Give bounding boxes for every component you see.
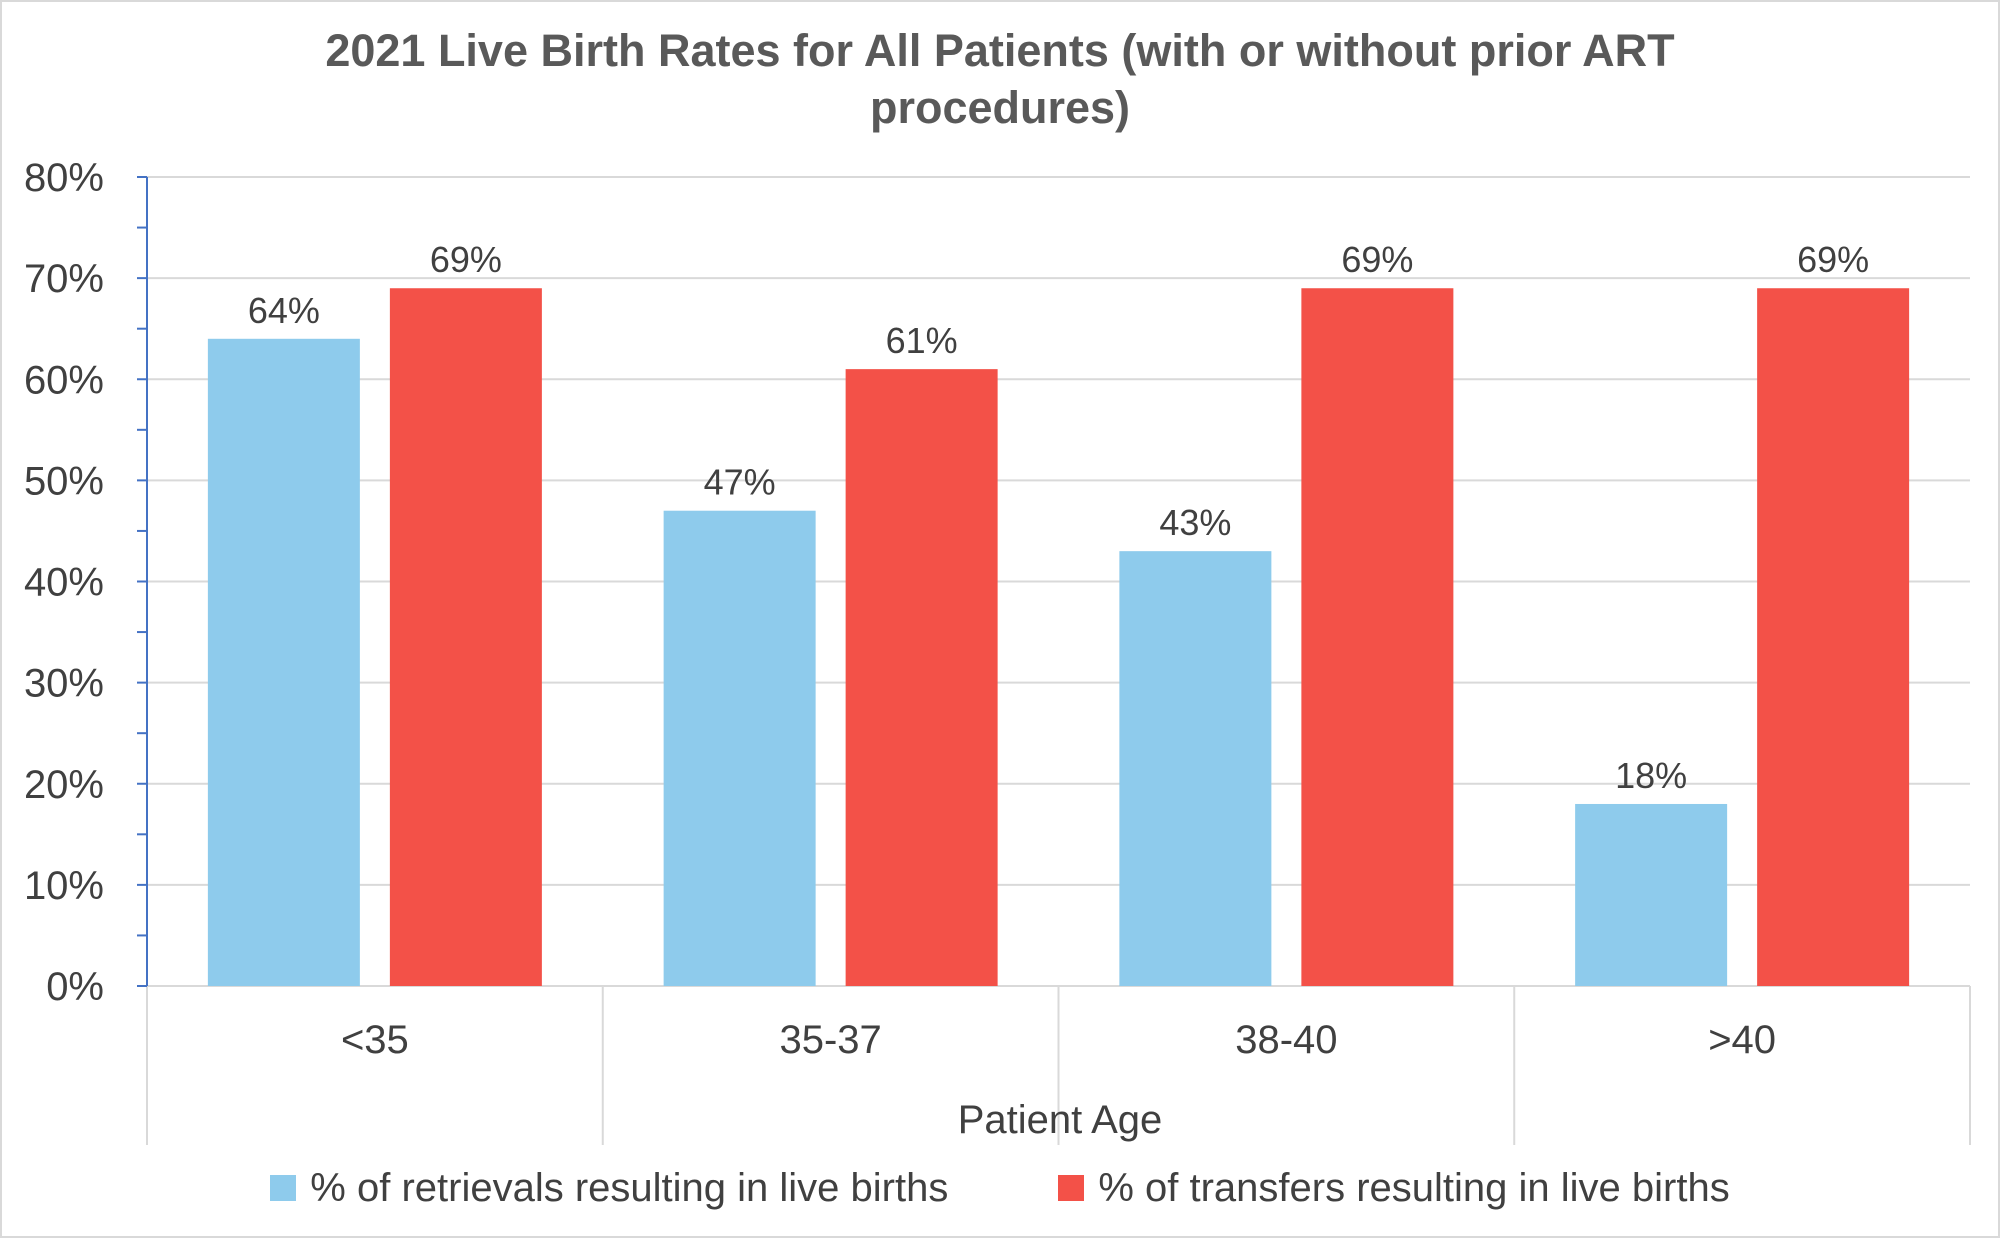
bar-transfers-0: [389, 288, 542, 986]
legend: % of retrievals resulting in live births…: [0, 1158, 2000, 1218]
data-label-retrievals-3: 18%: [1615, 755, 1687, 796]
y-tick-label: 30%: [24, 662, 104, 706]
legend-label-transfers: % of transfers resulting in live births: [1098, 1165, 1730, 1210]
y-tick-label: 40%: [24, 561, 104, 605]
legend-item-retrievals: % of retrievals resulting in live births: [270, 1166, 948, 1211]
data-label-retrievals-0: 64%: [248, 290, 320, 331]
bar-retrievals-1: [663, 510, 816, 986]
legend-swatch-transfers: [1058, 1175, 1085, 1201]
y-tick-label: 0%: [46, 965, 104, 1009]
chart-title: 2021 Live Birth Rates for All Patients (…: [0, 22, 2000, 136]
bar-transfers-1: [845, 369, 998, 986]
legend-item-transfers: % of transfers resulting in live births: [1058, 1165, 1730, 1211]
data-label-retrievals-2: 43%: [1159, 502, 1231, 543]
bar-retrievals-3: [1575, 803, 1728, 986]
bars: [207, 288, 1910, 986]
data-label-transfers-2: 69%: [1341, 239, 1413, 280]
x-tick-label: <35: [341, 1018, 409, 1062]
y-axis: 0% 10% 20% 30% 40% 50% 60% 70% 80%: [24, 156, 148, 1009]
legend-label-retrievals: % of retrievals resulting in live births: [310, 1165, 949, 1210]
y-tick-label: 60%: [24, 358, 104, 402]
x-axis: <35 35-37 38-40 >40: [341, 1018, 1776, 1062]
x-tick-label: 35-37: [779, 1018, 881, 1062]
x-axis-title: Patient Age: [958, 1098, 1163, 1142]
data-label-transfers-3: 69%: [1797, 239, 1869, 280]
data-labels: 64% 69% 47% 61% 43% 69% 18% 69%: [248, 239, 1869, 796]
y-tick-label: 50%: [24, 459, 104, 503]
data-label-retrievals-1: 47%: [704, 462, 776, 503]
chart-title-line-2: procedures): [869, 82, 1131, 133]
data-label-transfers-0: 69%: [430, 239, 502, 280]
x-tick-label: >40: [1708, 1018, 1776, 1062]
x-tick-label: 38-40: [1235, 1018, 1337, 1062]
y-tick-label: 70%: [24, 257, 104, 301]
bar-transfers-3: [1757, 288, 1910, 986]
bar-retrievals-0: [207, 338, 360, 986]
y-tick-label: 80%: [24, 156, 104, 200]
chart-title-line-1: 2021 Live Birth Rates for All Patients (…: [325, 25, 1675, 76]
data-label-transfers-1: 61%: [886, 320, 958, 361]
bar-retrievals-2: [1119, 551, 1272, 986]
bar-transfers-2: [1301, 288, 1454, 986]
y-tick-label: 10%: [24, 864, 104, 908]
legend-swatch-retrievals: [270, 1175, 297, 1201]
y-tick-label: 20%: [24, 763, 104, 807]
